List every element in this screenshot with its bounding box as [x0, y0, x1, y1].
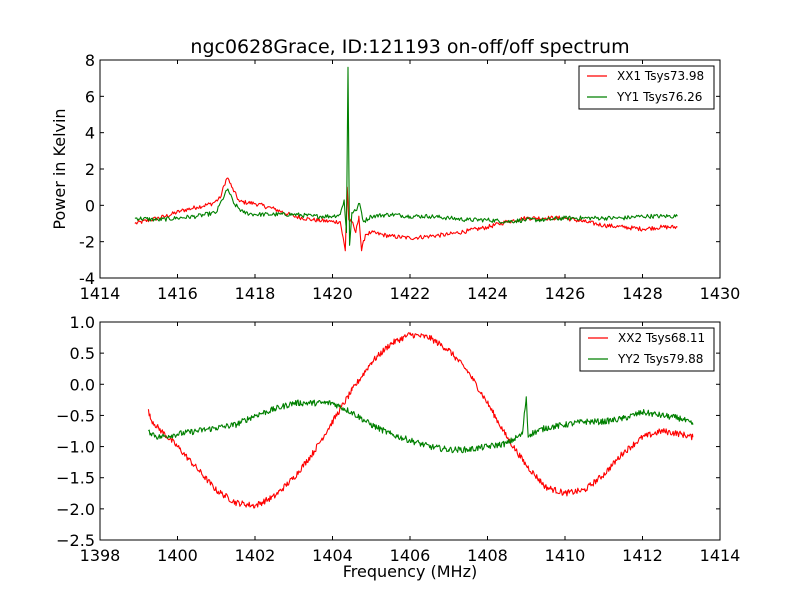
x-tick-label: 1404	[312, 546, 353, 565]
legend: XX2 Tsys68.11 YY2 Tsys79.88	[579, 327, 715, 372]
y-tick-label: 4	[85, 124, 95, 143]
y-tick-label: 1.0	[70, 313, 95, 332]
y-tick-label: 0.5	[70, 344, 95, 363]
y-tick-label: 0	[85, 196, 95, 215]
top-spectrum-panel: 1414 1416 1418 1420 1422 1424 1426 1428 1430 -4 -2…	[50, 51, 740, 303]
y-tick-label: −0.5	[56, 406, 95, 425]
legend-label: XX2 Tsys68.11	[618, 331, 705, 345]
y-tick-label: −1.5	[56, 469, 95, 488]
series-line-yy2	[148, 396, 694, 454]
y-tick-label: 2	[85, 160, 95, 179]
x-tick-label: 1420	[312, 284, 353, 303]
y-tick-label: -2	[79, 233, 95, 252]
x-tick-label: 1402	[235, 546, 276, 565]
chart-title: ngc0628Grace, ID:121193 on-off/off spect…	[190, 36, 629, 58]
y-tick-label: −2.0	[56, 500, 95, 519]
legend-box	[578, 65, 715, 110]
x-tick-label: 1410	[545, 546, 586, 565]
y-tick-label: −2.5	[56, 531, 95, 550]
x-tick-label: 1406	[390, 546, 431, 565]
y-tick-label: 8	[85, 51, 95, 70]
series-line-xx1	[134, 177, 678, 252]
x-tick-label: 1414	[700, 546, 741, 565]
y-tick-label: −1.0	[56, 438, 95, 457]
series-line-yy1	[134, 66, 678, 246]
y-axis-label: Power in Kelvin	[50, 108, 69, 229]
legend: XX1 Tsys73.98 YY1 Tsys76.26	[578, 65, 715, 110]
y-tick-label: 6	[85, 87, 95, 106]
x-tick-label: 1430	[700, 284, 741, 303]
legend-label: XX1 Tsys73.98	[617, 69, 704, 83]
x-tick-label: 1416	[157, 284, 198, 303]
legend-label: YY1 Tsys76.26	[616, 90, 702, 104]
legend-label: YY2 Tsys79.88	[617, 352, 703, 366]
x-tick-label: 1408	[467, 546, 508, 565]
bottom-spectrum-panel: 1398 1400 1402 1404 1406 1408 1410 1412 1414 −2.5…	[56, 313, 740, 581]
y-tick-label: 0.0	[70, 375, 95, 394]
legend-box	[579, 327, 715, 372]
x-tick-label: 1398	[80, 546, 121, 565]
x-tick-label: 1422	[390, 284, 431, 303]
x-tick-label: 1428	[622, 284, 663, 303]
x-tick-label: 1400	[157, 546, 198, 565]
x-tick-label: 1426	[545, 284, 586, 303]
x-tick-label: 1412	[622, 546, 663, 565]
x-tick-label: 1418	[235, 284, 276, 303]
series-line-xx2	[147, 332, 694, 509]
x-tick-label: 1414	[80, 284, 121, 303]
x-tick-label: 1424	[467, 284, 508, 303]
x-axis-label: Frequency (MHz)	[343, 562, 477, 581]
y-tick-label: -4	[79, 269, 95, 288]
